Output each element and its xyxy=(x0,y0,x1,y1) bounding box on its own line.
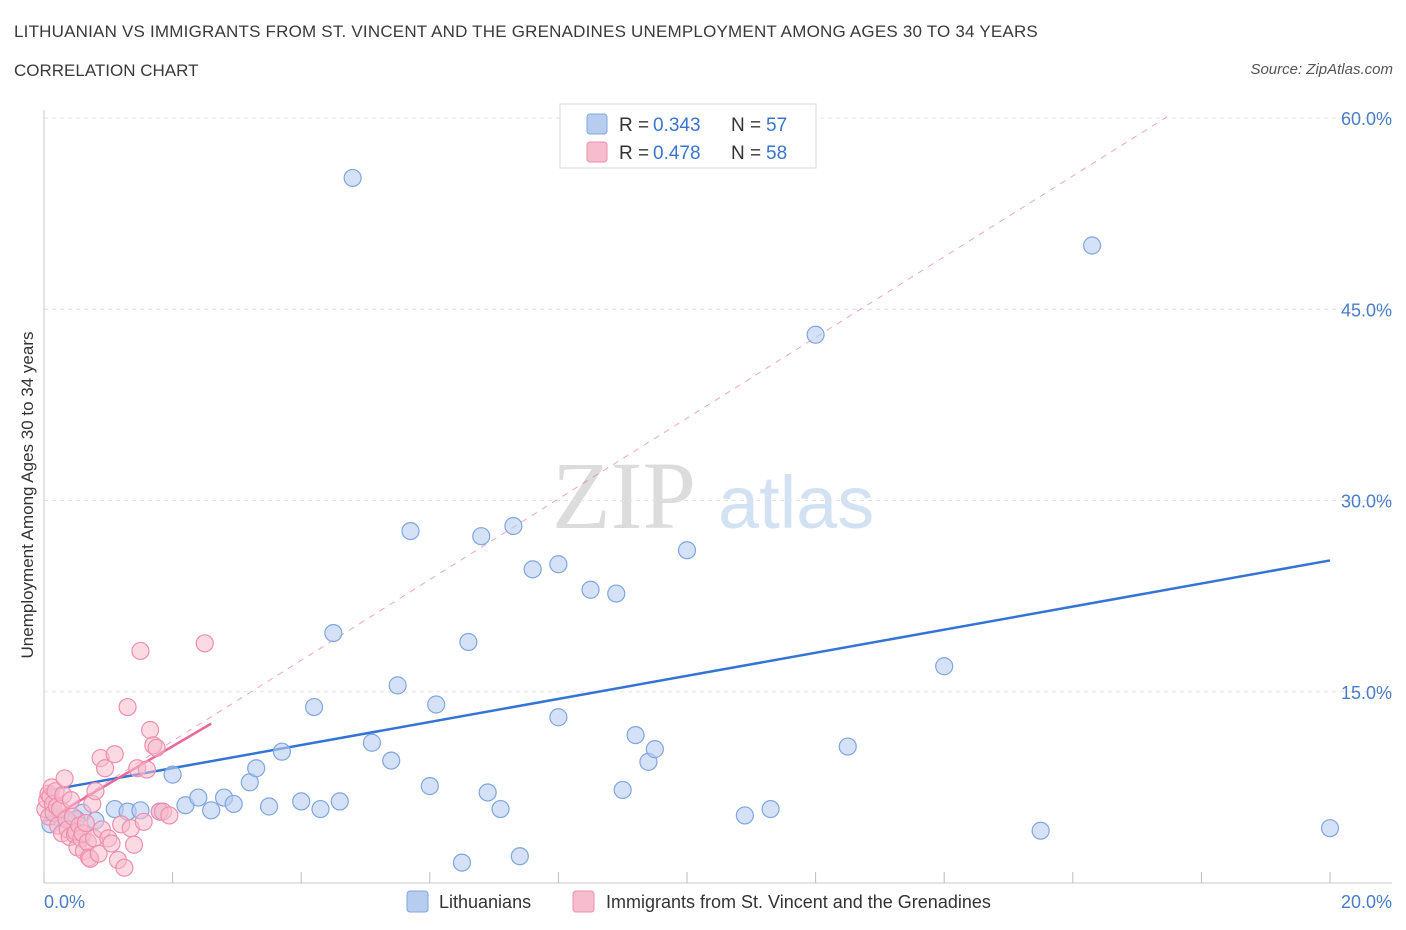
point-immigrants-33 xyxy=(86,782,105,801)
y-tick-label-2: 45.0% xyxy=(1341,300,1392,320)
stats-legend: R = 0.343 N = 57 R = 0.478 N = 58 xyxy=(559,103,817,169)
point-lithuanians-46 xyxy=(677,541,697,560)
y-tick-label-1: 30.0% xyxy=(1341,492,1392,512)
point-lithuanians-43 xyxy=(626,725,645,745)
point-lithuanians-40 xyxy=(581,580,600,599)
point-immigrants-51 xyxy=(140,720,160,740)
series-immigrants-svg xyxy=(36,634,214,877)
point-lithuanians-10 xyxy=(189,788,208,807)
point-lithuanians-37 xyxy=(523,560,542,579)
trend-line-lithuanians xyxy=(43,559,1331,793)
stats-legend-r-value-pink: 0.478 xyxy=(653,143,701,164)
stats-legend-r-label-pink: R = xyxy=(619,143,649,164)
legend-label-lithuanians: Lithuanians xyxy=(439,892,531,912)
point-lithuanians-51 xyxy=(935,657,954,676)
point-immigrants-14 xyxy=(55,769,74,788)
point-immigrants-37 xyxy=(95,759,115,778)
point-lithuanians-26 xyxy=(388,676,407,695)
point-lithuanians-19 xyxy=(304,697,324,717)
chart-source: Source: ZipAtlas.com xyxy=(1250,61,1393,78)
stats-legend-r-value-blue: 0.343 xyxy=(653,115,701,136)
point-lithuanians-18 xyxy=(292,792,311,811)
point-lithuanians-30 xyxy=(452,853,472,872)
point-lithuanians-32 xyxy=(472,527,491,546)
point-lithuanians-38 xyxy=(549,555,568,574)
y-tick-labels: 15.0% 30.0% 45.0% 60.0% xyxy=(1341,109,1392,703)
point-lithuanians-47 xyxy=(735,806,754,825)
point-lithuanians-23 xyxy=(343,168,362,188)
point-immigrants-27 xyxy=(76,813,95,833)
point-immigrants-46 xyxy=(124,835,144,854)
point-immigrants-48 xyxy=(131,641,150,661)
point-immigrants-18 xyxy=(61,791,81,810)
point-lithuanians-41 xyxy=(607,584,626,603)
point-lithuanians-39 xyxy=(549,708,568,727)
point-lithuanians-17 xyxy=(272,742,292,761)
point-immigrants-43 xyxy=(115,858,134,877)
point-lithuanians-8 xyxy=(163,765,182,784)
stats-legend-n-label-blue: N = xyxy=(731,115,761,136)
point-immigrants-39 xyxy=(102,834,121,853)
legend-label-immigrants: Immigrants from St. Vincent and the Gren… xyxy=(606,892,991,912)
point-lithuanians-36 xyxy=(510,847,529,866)
point-lithuanians-24 xyxy=(362,733,382,752)
stats-legend-swatch-blue xyxy=(586,113,608,135)
point-lithuanians-21 xyxy=(324,623,343,643)
point-lithuanians-11 xyxy=(202,801,221,820)
x-axis-ticks xyxy=(43,872,1331,883)
stats-legend-n-label-pink: N = xyxy=(731,143,761,164)
point-lithuanians-53 xyxy=(1082,236,1102,255)
point-immigrants-44 xyxy=(118,697,137,717)
point-lithuanians-50 xyxy=(838,737,857,756)
point-immigrants-49 xyxy=(134,812,153,831)
point-immigrants-34 xyxy=(89,844,108,863)
point-immigrants-50 xyxy=(137,760,156,779)
stats-legend-swatch-pink xyxy=(586,141,608,163)
y-tick-label-3: 60.0% xyxy=(1341,109,1392,129)
stats-legend-n-value-pink: 58 xyxy=(766,143,787,164)
point-lithuanians-25 xyxy=(382,751,401,770)
point-lithuanians-31 xyxy=(459,632,478,652)
point-lithuanians-27 xyxy=(401,521,420,541)
legend-swatch-immigrants xyxy=(572,890,595,913)
point-lithuanians-54 xyxy=(1320,819,1340,838)
point-immigrants-53 xyxy=(147,738,166,757)
point-lithuanians-49 xyxy=(806,325,825,344)
y-axis-label: Unemployment Among Ages 30 to 34 years xyxy=(18,332,37,659)
point-lithuanians-15 xyxy=(247,759,266,778)
point-lithuanians-35 xyxy=(504,516,523,536)
stats-legend-r-label-blue: R = xyxy=(619,115,649,136)
point-immigrants-57 xyxy=(195,634,214,653)
chart-title: LITHUANIAN VS IMMIGRANTS FROM ST. VINCEN… xyxy=(14,22,1038,41)
gridlines xyxy=(44,117,1392,693)
point-lithuanians-48 xyxy=(761,799,780,819)
x-tick-label-min: 0.0% xyxy=(44,892,85,912)
point-lithuanians-52 xyxy=(1031,821,1050,840)
watermark: ZIP atlas xyxy=(552,442,874,549)
point-lithuanians-34 xyxy=(491,799,510,819)
point-lithuanians-33 xyxy=(478,783,497,802)
watermark-atlas: atlas xyxy=(718,461,874,544)
point-lithuanians-16 xyxy=(259,797,279,816)
legend-swatch-lithuanians xyxy=(406,890,429,913)
point-lithuanians-20 xyxy=(311,799,330,819)
trend-line-immigrants-extended xyxy=(43,115,1170,823)
watermark-zip: ZIP xyxy=(552,442,696,549)
point-immigrants-40 xyxy=(105,745,124,764)
bottom-legend: Lithuanians Immigrants from St. Vincent … xyxy=(406,890,991,913)
y-tick-label-0: 15.0% xyxy=(1341,683,1392,703)
point-immigrants-56 xyxy=(160,806,179,825)
point-lithuanians-22 xyxy=(330,792,349,811)
point-lithuanians-29 xyxy=(427,695,446,714)
point-lithuanians-13 xyxy=(224,794,243,814)
point-lithuanians-42 xyxy=(613,780,632,800)
x-tick-label-max: 20.0% xyxy=(1341,892,1392,912)
chart-subtitle: CORRELATION CHART xyxy=(14,61,199,80)
point-lithuanians-28 xyxy=(420,776,439,796)
point-lithuanians-45 xyxy=(645,740,664,759)
stats-legend-n-value-blue: 57 xyxy=(766,115,787,136)
